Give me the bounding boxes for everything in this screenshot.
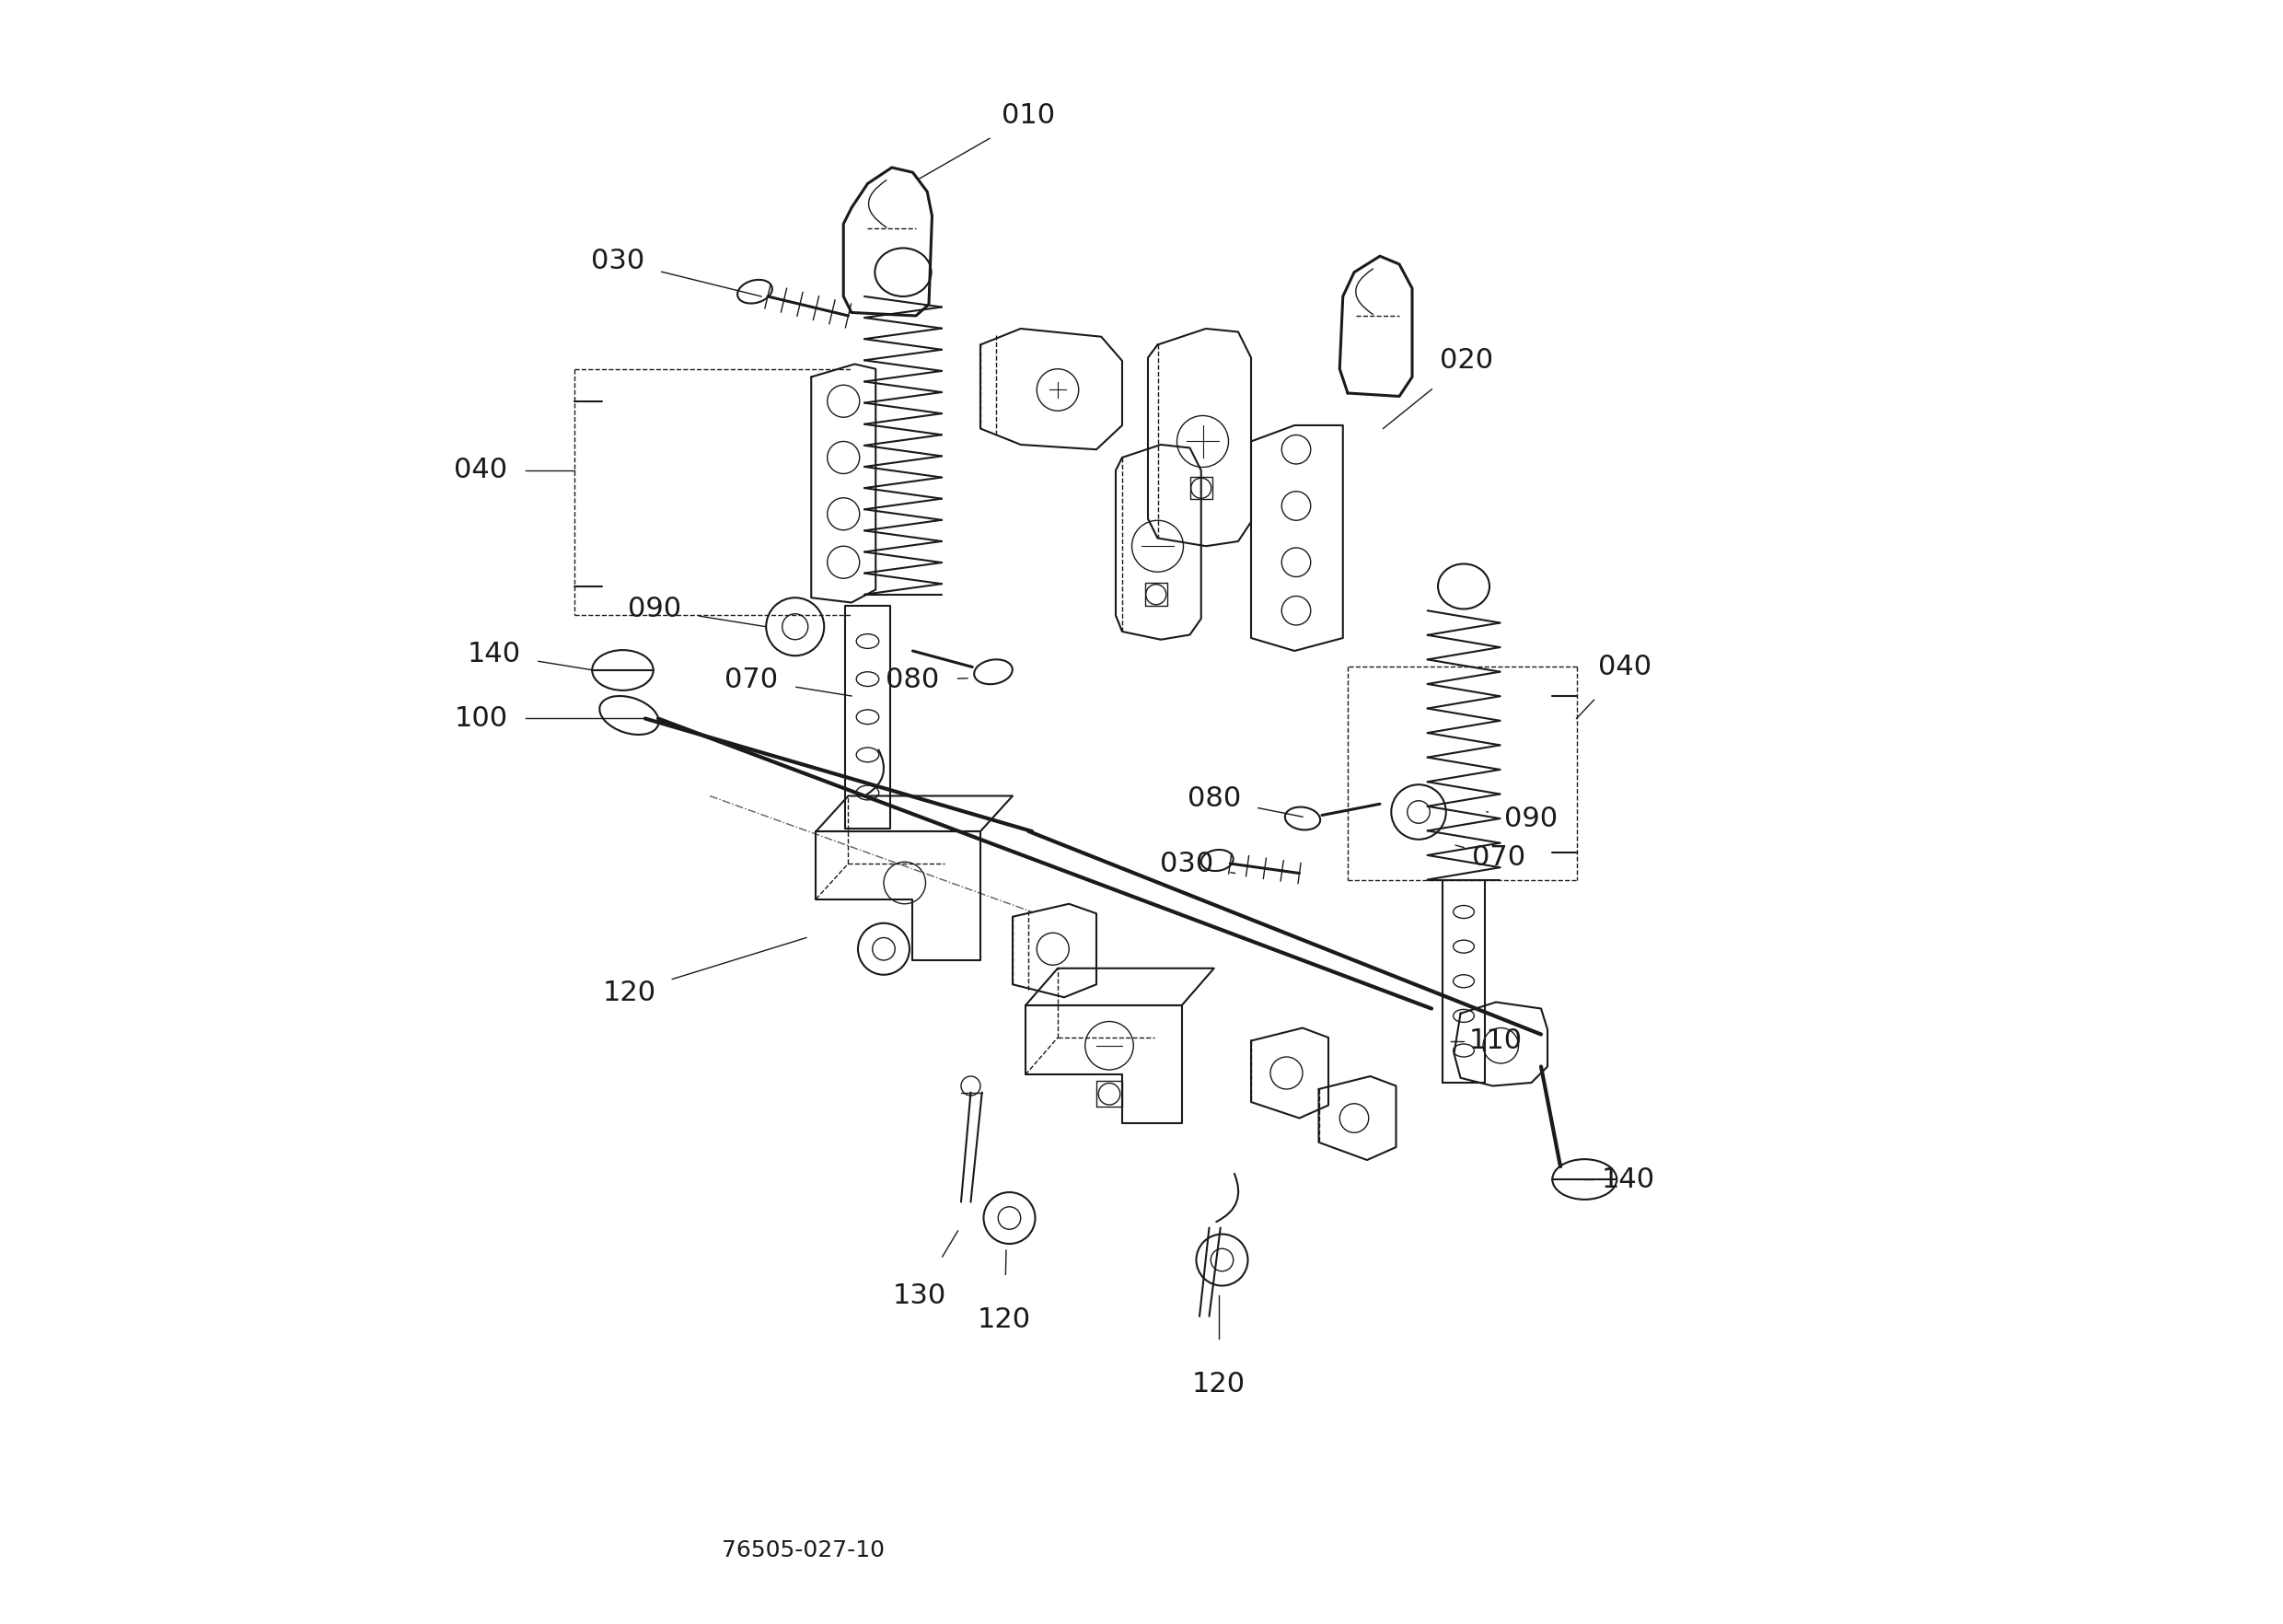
Text: 76505-027-10: 76505-027-10 [721, 1540, 884, 1561]
Text: 040: 040 [454, 456, 507, 484]
Text: 120: 120 [1192, 1371, 1247, 1397]
Text: 140: 140 [468, 641, 521, 667]
Text: 140: 140 [1600, 1166, 1655, 1192]
Text: 110: 110 [1470, 1028, 1523, 1054]
Text: 090: 090 [1504, 806, 1557, 831]
Text: 130: 130 [893, 1281, 945, 1309]
Text: 030: 030 [591, 247, 644, 274]
Text: 070: 070 [726, 666, 779, 693]
Text: 120: 120 [977, 1306, 1032, 1333]
Text: 120: 120 [603, 979, 655, 1005]
Text: 030: 030 [1160, 851, 1215, 877]
Text: 100: 100 [454, 705, 507, 732]
Text: 080: 080 [1187, 786, 1242, 812]
Text: 040: 040 [1598, 653, 1651, 680]
Text: 020: 020 [1441, 348, 1493, 374]
Text: 070: 070 [1473, 844, 1525, 870]
Text: 090: 090 [628, 596, 683, 622]
Text: 080: 080 [886, 666, 941, 693]
Text: 010: 010 [1002, 102, 1055, 130]
